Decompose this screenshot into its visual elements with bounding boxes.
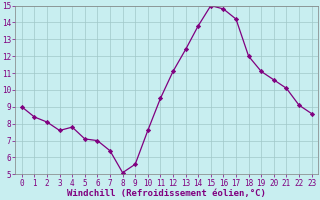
X-axis label: Windchill (Refroidissement éolien,°C): Windchill (Refroidissement éolien,°C) (67, 189, 266, 198)
